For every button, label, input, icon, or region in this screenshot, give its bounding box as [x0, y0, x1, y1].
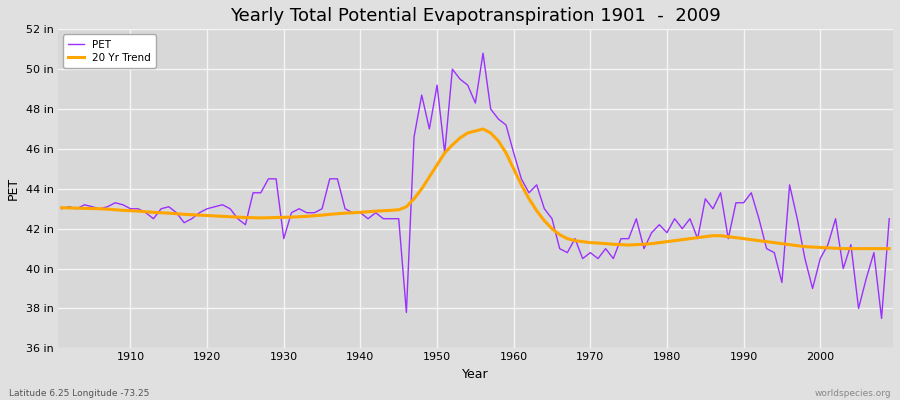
20 Yr Trend: [884, 246, 895, 251]
PET: [508, 150, 519, 155]
Text: worldspecies.org: worldspecies.org: [814, 389, 891, 398]
Text: Latitude 6.25 Longitude -73.25: Latitude 6.25 Longitude -73.25: [9, 389, 149, 398]
20 Yr Trend: [286, 215, 297, 220]
Line: 20 Yr Trend: 20 Yr Trend: [61, 129, 889, 249]
PET: [117, 202, 128, 207]
PET: [286, 210, 297, 215]
PET: [608, 256, 618, 261]
PET: [478, 51, 489, 56]
Legend: PET, 20 Yr Trend: PET, 20 Yr Trend: [63, 34, 156, 68]
X-axis label: Year: Year: [462, 368, 489, 381]
20 Yr Trend: [608, 242, 618, 247]
Line: PET: PET: [61, 53, 889, 318]
20 Yr Trend: [332, 211, 343, 216]
PET: [516, 176, 526, 181]
Title: Yearly Total Potential Evapotranspiration 1901  -  2009: Yearly Total Potential Evapotranspiratio…: [230, 7, 721, 25]
PET: [877, 316, 887, 321]
PET: [56, 206, 67, 211]
PET: [884, 216, 895, 221]
20 Yr Trend: [478, 126, 489, 131]
20 Yr Trend: [838, 246, 849, 251]
20 Yr Trend: [516, 182, 526, 187]
20 Yr Trend: [117, 208, 128, 213]
PET: [332, 176, 343, 181]
20 Yr Trend: [56, 205, 67, 210]
Y-axis label: PET: PET: [7, 177, 20, 200]
20 Yr Trend: [508, 166, 519, 171]
